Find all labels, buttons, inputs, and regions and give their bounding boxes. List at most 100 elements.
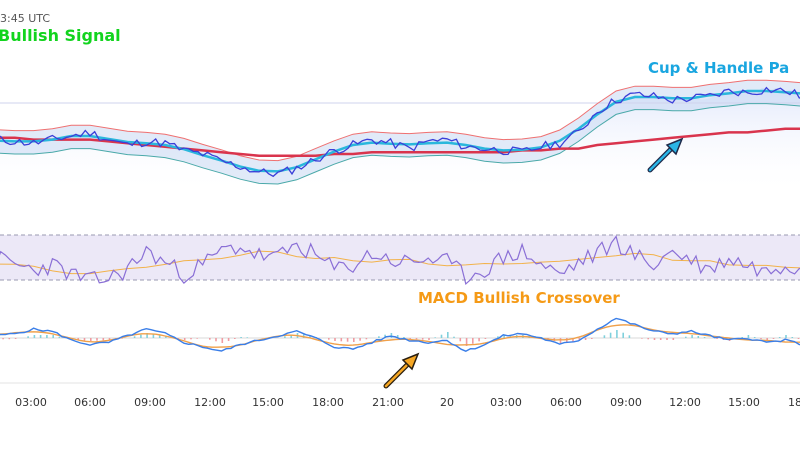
macd-histogram-bar <box>622 332 624 338</box>
macd-histogram-bar <box>547 338 549 339</box>
macd-histogram-bar <box>609 332 612 338</box>
macd-histogram-bar <box>434 337 436 338</box>
macd-histogram-bar <box>659 338 662 340</box>
macd-histogram-bar <box>603 335 606 338</box>
time-tick-label: 12:00 <box>194 396 226 409</box>
macd-histogram-bar <box>346 338 349 342</box>
rsi-signal-line <box>0 250 800 275</box>
macd-histogram-bar <box>284 336 286 338</box>
macd-histogram-bar <box>647 338 649 340</box>
macd-histogram-bar <box>672 338 675 340</box>
macd-histogram-bar <box>628 335 631 338</box>
macd-histogram-bar <box>133 336 136 338</box>
macd-pane <box>0 317 800 352</box>
macd-histogram-bar <box>365 338 368 340</box>
macd-histogram-bar <box>760 338 762 339</box>
macd-histogram-bar <box>440 334 443 338</box>
bollinger-lower-line <box>0 103 800 185</box>
arrow-cup-head <box>665 137 684 156</box>
price-band-fill <box>0 80 800 195</box>
macd-histogram-bar <box>428 338 430 340</box>
macd-histogram-bar <box>309 335 311 338</box>
macd-histogram-bar <box>591 338 593 339</box>
macd-histogram-bar <box>465 338 468 346</box>
macd-histogram-bar <box>390 333 393 338</box>
macd-histogram-bar <box>685 336 687 338</box>
macd-histogram-bar <box>641 338 643 339</box>
time-tick-label: 20 <box>440 396 454 409</box>
macd-histogram-bar <box>83 338 86 341</box>
macd-histogram-bar <box>246 337 249 338</box>
time-tick-label: 03:00 <box>490 396 522 409</box>
macd-histogram-bar <box>221 338 224 343</box>
cup-handle-label: Cup & Handle Pa <box>648 59 790 77</box>
macd-histogram-bar <box>447 332 449 338</box>
price-line <box>0 86 800 178</box>
macd-histogram-bar <box>584 338 587 340</box>
macd-histogram-bar <box>653 338 656 340</box>
rsi-pane <box>0 235 800 286</box>
macd-histogram-bar <box>747 335 750 338</box>
macd-histogram-bar <box>77 338 79 341</box>
time-axis: 03:00 06:00 09:00 12:00 15:00 18:00 21:00 20 03:… <box>15 396 800 409</box>
bullish-signal-label: Bullish Signal <box>0 26 121 45</box>
macd-histogram-bar <box>703 337 706 338</box>
time-tick-label: 06:00 <box>550 396 582 409</box>
macd-histogram-bar <box>102 338 105 341</box>
time-header: 3:45 UTC <box>0 12 51 25</box>
macd-histogram-bar <box>33 335 36 338</box>
macd-histogram-bar <box>209 338 211 340</box>
macd-histogram-bar <box>190 338 192 340</box>
time-tick-label: 15:00 <box>252 396 284 409</box>
macd-histogram-bar <box>403 337 405 338</box>
macd-histogram-bar <box>559 338 562 343</box>
macd-histogram-bar <box>753 337 756 338</box>
macd-histogram-bar <box>2 338 4 340</box>
macd-histogram-bar <box>509 335 512 338</box>
macd-histogram-bar <box>497 336 499 338</box>
macd-histogram-bar <box>409 338 411 339</box>
macd-histogram-bar <box>334 338 336 341</box>
macd-histogram-bar <box>791 337 794 338</box>
macd-histogram-bar <box>177 338 180 339</box>
macd-histogram-bar <box>766 338 768 341</box>
macd-histogram-bar <box>772 338 775 339</box>
price-pane <box>0 79 800 185</box>
arrow-macd-shaft-fill <box>384 362 410 388</box>
macd-histogram-bar <box>183 338 186 340</box>
macd-histogram-bar <box>215 338 217 342</box>
macd-histogram-bar <box>384 334 386 338</box>
macd-histogram-bar <box>8 338 11 340</box>
macd-histogram-bar <box>472 338 474 344</box>
macd-histogram-bar <box>140 334 142 338</box>
macd-histogram-bar <box>96 338 98 341</box>
arrow-macd <box>383 352 420 389</box>
bollinger-band-fill <box>0 80 800 184</box>
macd-histogram-bar <box>503 335 505 338</box>
ema-fast-line <box>0 89 800 173</box>
macd-histogram-bar <box>152 334 155 338</box>
macd-histogram-bar <box>697 336 700 338</box>
time-tick-label: 03:00 <box>15 396 47 409</box>
time-tick-label: 15:00 <box>728 396 760 409</box>
macd-histogram-bar <box>58 336 61 338</box>
rsi-line <box>0 235 800 286</box>
macd-histogram-bar <box>484 338 487 339</box>
macd-histogram-bar <box>121 338 123 339</box>
macd-histogram-bar <box>240 337 242 338</box>
macd-histogram-bar <box>90 338 92 341</box>
arrow-cup <box>647 137 684 173</box>
macd-histogram-bar <box>378 336 380 338</box>
macd-histogram-bar <box>158 335 161 338</box>
macd-histogram-bar <box>227 338 230 341</box>
macd-histogram-bar <box>328 338 330 340</box>
macd-histogram-bar <box>146 333 148 338</box>
macd-histogram-bar <box>396 335 399 338</box>
macd-histogram-bar <box>716 338 718 339</box>
macd-histogram-bar <box>234 338 236 339</box>
time-tick-label: 06:00 <box>74 396 106 409</box>
rsi-zone <box>0 235 800 280</box>
macd-histogram-bar <box>778 337 781 338</box>
macd-histogram-bar <box>616 330 618 338</box>
